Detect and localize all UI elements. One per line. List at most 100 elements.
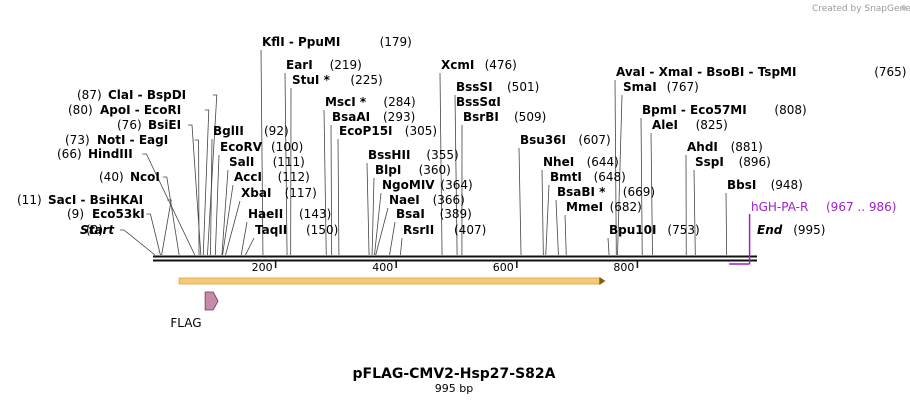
enzyme-position: (76) <box>117 118 142 132</box>
enzyme-name: HindIII <box>88 147 133 161</box>
enzyme-position: (948) <box>771 178 803 192</box>
enzyme-label-xcmi[interactable]: XcmI (476) <box>441 58 517 72</box>
enzyme-label-noti[interactable]: (73) NotI - EagI <box>65 133 168 147</box>
leader-line <box>693 169 696 256</box>
enzyme-label-msci[interactable]: MscI * (284) <box>325 95 416 109</box>
enzyme-name: MmeI <box>566 200 603 214</box>
leader-line <box>439 72 443 256</box>
enzyme-name: BssSI <box>456 80 493 94</box>
map-title: pFLAG-CMV2-Hsp27-S82A <box>353 366 556 382</box>
enzyme-label-bsiei[interactable]: (76) BsiEI <box>117 118 181 132</box>
leader-line <box>454 94 458 256</box>
feature-flag[interactable]: FLAG <box>170 291 219 330</box>
enzyme-label-bbsi[interactable]: BbsI (948) <box>727 178 803 192</box>
leader-line <box>162 176 180 256</box>
enzyme-label-haeii[interactable]: HaeII (143) <box>248 207 331 221</box>
leader-line <box>564 214 567 256</box>
orf-arrow[interactable] <box>178 277 606 285</box>
leader-line <box>725 192 728 256</box>
leader-line <box>188 124 202 256</box>
enzyme-label-stui[interactable]: StuI * (225) <box>292 73 383 87</box>
enzyme-name: BssHII <box>368 148 410 162</box>
enzyme-label-bsshii[interactable]: BssHII (355) <box>368 148 459 162</box>
enzyme-name: BglII <box>213 124 244 138</box>
leader-line <box>222 184 234 256</box>
enzyme-label-smai[interactable]: SmaI (767) <box>623 80 699 94</box>
enzyme-label-bsu36i[interactable]: Bsu36I (607) <box>520 133 611 147</box>
enzyme-label-start[interactable]: (0)Start <box>80 223 115 237</box>
enzyme-label-mmei[interactable]: MmeI (682) <box>566 200 642 214</box>
enzyme-label-nhei[interactable]: NheI (644) <box>543 155 619 169</box>
enzyme-label-avai[interactable]: AvaI - XmaI - BsoBI - TspMI (765) <box>616 65 906 79</box>
enzyme-name: SacI - BsiHKAI <box>48 193 143 207</box>
leader-line <box>545 184 550 256</box>
enzyme-label-ecop15i[interactable]: EcoP15I (305) <box>339 124 437 138</box>
primer-range: (967 .. 986) <box>826 200 896 214</box>
enzyme-label-xbai[interactable]: XbaI (117) <box>241 186 317 200</box>
enzyme-label-bglii[interactable]: BglII (92) <box>213 124 289 138</box>
leader-line <box>614 79 617 256</box>
enzyme-label-apoi[interactable]: (80) ApoI - EcoRI <box>68 103 181 117</box>
leader-line <box>120 229 156 256</box>
leader-line <box>240 221 248 256</box>
enzyme-label-eco53ki[interactable]: (9) Eco53kI <box>67 207 145 221</box>
enzyme-position: (765) <box>874 65 906 79</box>
enzyme-position: (179) <box>380 35 412 49</box>
enzyme-label-taqii[interactable]: TaqII (150) <box>255 223 338 237</box>
enzyme-name: XcmI <box>441 58 474 72</box>
leader-line <box>541 169 544 256</box>
enzyme-name: AhdI <box>687 140 718 154</box>
enzyme-label-sspi[interactable]: SspI (896) <box>695 155 771 169</box>
enzyme-label-ncoi[interactable]: (40) NcoI <box>99 170 160 184</box>
enzyme-label-bpmi[interactable]: BpmI - Eco57MI (808) <box>642 103 807 117</box>
enzyme-label-naei[interactable]: NaeI (366) <box>389 193 465 207</box>
enzyme-position: (825) <box>696 118 728 132</box>
enzyme-name: MscI * <box>325 95 367 109</box>
enzyme-label-acci[interactable]: AccI (112) <box>234 170 310 184</box>
leader-line <box>260 49 264 256</box>
enzyme-label-bsssai[interactable]: BssSαI <box>456 95 501 109</box>
enzyme-label-ahdi[interactable]: AhdI (881) <box>687 140 763 154</box>
primer-hgh-pa-r[interactable]: hGH-PA-R (967 .. 986) <box>729 200 896 265</box>
leader-line <box>323 109 327 256</box>
enzyme-position: (648) <box>594 170 626 184</box>
enzyme-label-ecorv[interactable]: EcoRV (100) <box>220 140 303 154</box>
enzyme-name: SalI <box>229 155 254 169</box>
enzyme-label-alei[interactable]: AleI (825) <box>652 118 728 132</box>
enzyme-position: (284) <box>383 95 415 109</box>
enzyme-label-clai[interactable]: (87) ClaI - BspDI <box>77 88 186 102</box>
enzyme-label-bsaai[interactable]: BsaAI (293) <box>332 110 415 124</box>
enzyme-position: (682) <box>610 200 642 214</box>
enzyme-label-sali[interactable]: SalI (111) <box>229 155 305 169</box>
enzyme-position: (407) <box>454 223 486 237</box>
enzyme-position: (896) <box>739 155 771 169</box>
enzyme-label-bmti[interactable]: BmtI (648) <box>550 170 626 184</box>
leader-line <box>650 132 653 256</box>
enzyme-name: NheI <box>543 155 574 169</box>
enzyme-label-ngomiv[interactable]: NgoMIV (364) <box>382 178 473 192</box>
enzyme-position: (355) <box>426 148 458 162</box>
flag-arrow <box>204 291 219 311</box>
enzyme-position: (644) <box>587 155 619 169</box>
enzyme-name: StuI * <box>292 73 331 87</box>
enzyme-label-saci[interactable]: (11) SacI - BsiHKAI <box>17 193 143 207</box>
enzyme-position: (389) <box>440 207 472 221</box>
enzyme-name: SmaI <box>623 80 657 94</box>
enzyme-label-bsrbi[interactable]: BsrBI (509) <box>463 110 546 124</box>
enzyme-label-blpi[interactable]: BlpI (360) <box>375 163 451 177</box>
enzyme-name: EcoP15I <box>339 124 393 138</box>
enzyme-label-bsssi[interactable]: BssSI (501) <box>456 80 539 94</box>
enzyme-label-kfli[interactable]: KflI - PpuMI (179) <box>262 35 412 49</box>
enzyme-label-bpu10i[interactable]: Bpu10I (753) <box>609 223 700 237</box>
enzyme-label-bsai[interactable]: BsaI (389) <box>396 207 472 221</box>
enzyme-label-rsrii[interactable]: RsrII (407) <box>403 223 486 237</box>
enzyme-label-hindiii[interactable]: (66) HindIII <box>57 147 133 161</box>
enzyme-label-bsabi[interactable]: BsaBI * (669) <box>557 185 655 199</box>
enzyme-position: (808) <box>774 103 806 117</box>
enzyme-label-end[interactable]: End (995) <box>757 223 825 237</box>
leader-line <box>245 237 255 256</box>
leader-line <box>337 138 340 256</box>
enzyme-label-eari[interactable]: EarI (219) <box>286 58 362 72</box>
enzyme-position: (0) <box>86 223 103 237</box>
enzyme-name: BsaAI <box>332 110 370 124</box>
